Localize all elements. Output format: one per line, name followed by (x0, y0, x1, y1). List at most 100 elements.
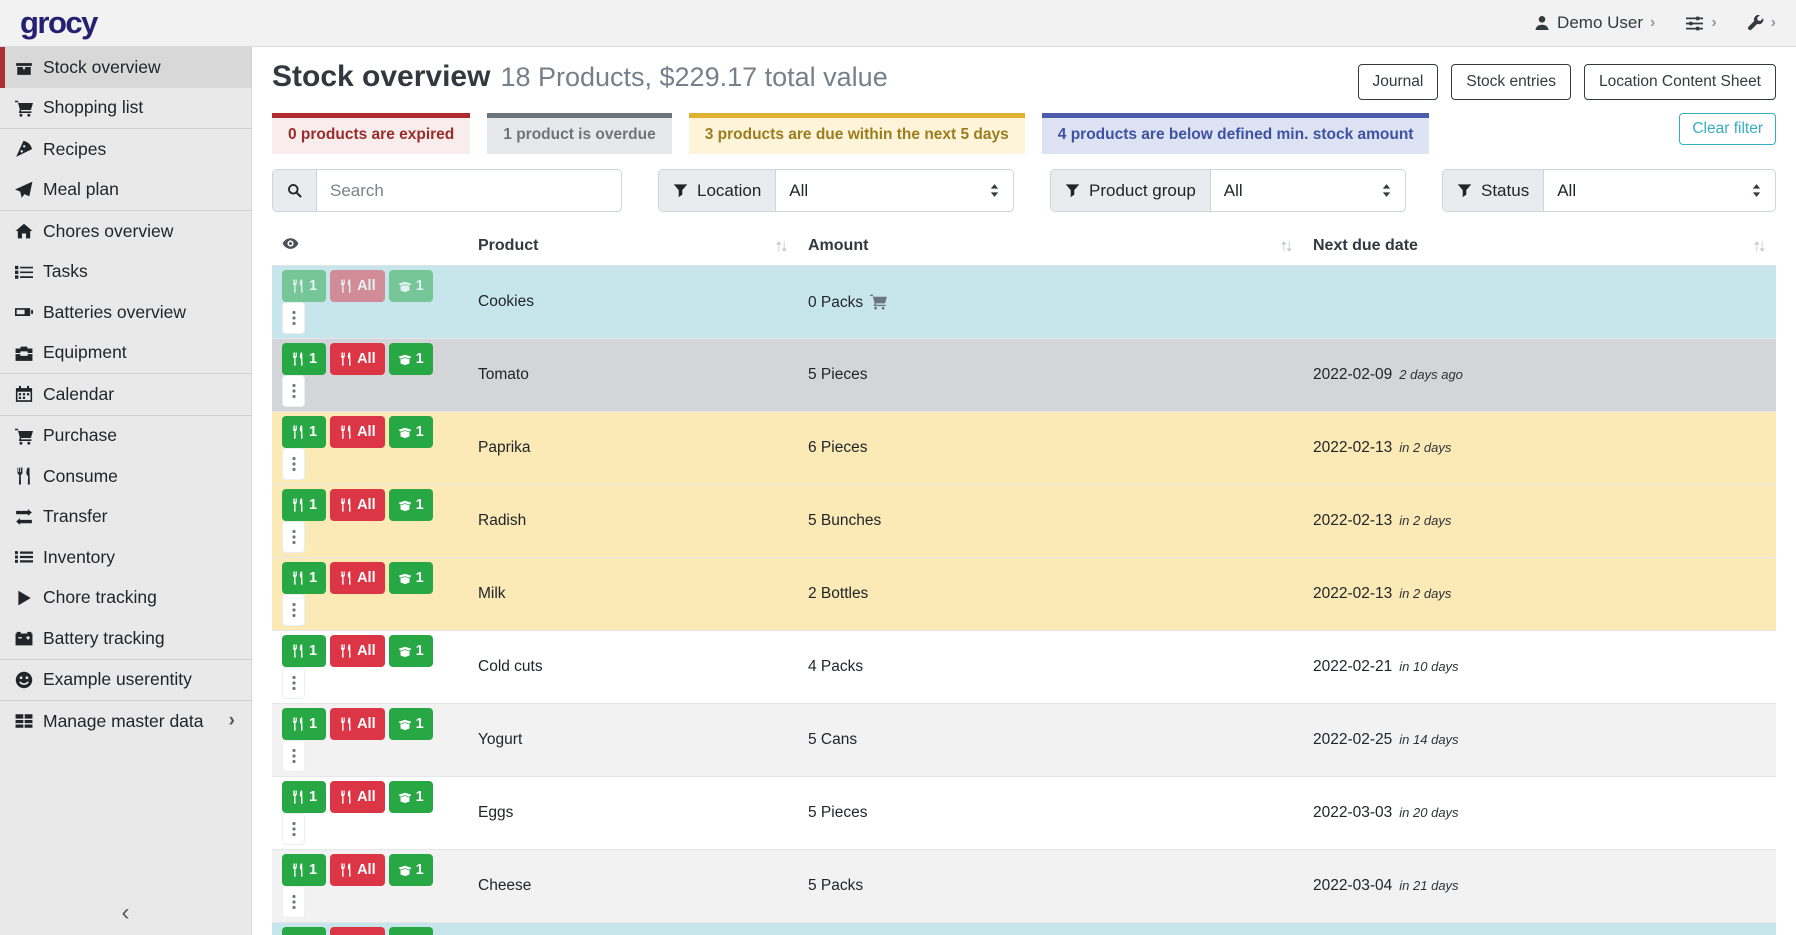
sidebar-item-consume[interactable]: Consume (0, 456, 251, 497)
consume-one-button[interactable]: 1 (282, 270, 327, 302)
open-one-button[interactable]: 1 (388, 854, 433, 886)
consume-all-button[interactable]: All (330, 416, 385, 448)
sidebar-item-chores-overview[interactable]: Chores overview (0, 211, 251, 252)
row-menu-button[interactable] (282, 594, 305, 626)
sidebar-item-transfer[interactable]: Transfer (0, 497, 251, 538)
sidebar-divider (0, 128, 251, 129)
open-one-button[interactable]: 1 (388, 562, 433, 594)
due-date-relative: 2 days ago (1399, 367, 1463, 382)
ellipsis-v-icon (288, 529, 300, 545)
consume-all-button[interactable]: All (330, 708, 385, 740)
settings-menu[interactable]: › (1685, 14, 1717, 32)
consume-all-button[interactable]: All (330, 562, 385, 594)
consume-all-button[interactable]: All (330, 489, 385, 521)
row-menu-button[interactable] (282, 302, 305, 334)
sliders-icon (1685, 15, 1704, 32)
button-label: 1 (415, 497, 424, 513)
sidebar-item-label: Consume (43, 465, 118, 486)
consume-all-button[interactable]: All (330, 635, 385, 667)
consume-one-button[interactable]: 1 (282, 708, 327, 740)
product-header-label: Product (478, 237, 539, 254)
box-open-icon (398, 644, 412, 658)
ellipsis-v-icon (288, 456, 300, 472)
button-label: 1 (415, 570, 424, 586)
consume-one-button[interactable]: 1 (282, 635, 327, 667)
sidebar-item-shopping-list[interactable]: Shopping list (0, 88, 251, 129)
sidebar-item-stock-overview[interactable]: Stock overview (0, 47, 251, 88)
consume-one-button[interactable]: 1 (282, 854, 327, 886)
status-alert[interactable]: 0 products are expired (272, 113, 471, 154)
consume-all-button[interactable]: All (330, 343, 385, 375)
sidebar-item-equipment[interactable]: Equipment (0, 333, 251, 374)
button-label: 1 (309, 570, 318, 586)
status-alert[interactable]: 4 products are below defined min. stock … (1041, 113, 1430, 154)
sidebar-item-calendar[interactable]: Calendar (0, 374, 251, 415)
open-one-button[interactable]: 1 (388, 927, 433, 935)
sidebar-item-purchase[interactable]: Purchase (0, 416, 251, 457)
due-date-relative: in 2 days (1399, 586, 1452, 601)
sidebar-item-tasks[interactable]: Tasks (0, 252, 251, 293)
sidebar-item-recipes[interactable]: Recipes (0, 129, 251, 170)
sidebar-item-inventory[interactable]: Inventory (0, 537, 251, 578)
eye-icon[interactable] (282, 235, 299, 252)
open-one-button[interactable]: 1 (388, 270, 433, 302)
product-column-header[interactable]: Product (468, 227, 798, 266)
sidebar-item-chore-tracking[interactable]: Chore tracking (0, 578, 251, 619)
open-one-button[interactable]: 1 (388, 416, 433, 448)
open-one-button[interactable]: 1 (388, 635, 433, 667)
shopping-cart-icon[interactable] (870, 293, 887, 310)
sidebar-item-battery-tracking[interactable]: Battery tracking (0, 618, 251, 659)
consume-one-button[interactable]: 1 (282, 416, 327, 448)
consume-all-button[interactable]: All (330, 781, 385, 813)
consume-all-button[interactable]: All (330, 927, 385, 935)
admin-menu[interactable]: › (1747, 14, 1776, 32)
filter-icon (1065, 183, 1080, 198)
open-one-button[interactable]: 1 (388, 708, 433, 740)
open-one-button[interactable]: 1 (388, 343, 433, 375)
utensils-icon (291, 425, 305, 439)
status-alert[interactable]: 1 product is overdue (487, 113, 672, 154)
row-menu-button[interactable] (282, 886, 305, 918)
product-name: Radish (478, 512, 527, 529)
location-filter-select[interactable]: All (776, 170, 1013, 211)
consume-all-button[interactable]: All (330, 270, 385, 302)
status-filter-select[interactable]: All (1544, 170, 1775, 211)
open-one-button[interactable]: 1 (388, 781, 433, 813)
row-menu-button[interactable] (282, 375, 305, 407)
search-input[interactable] (317, 170, 621, 211)
row-menu-button[interactable] (282, 813, 305, 845)
sidebar-collapse-button[interactable]: ‹ (121, 899, 130, 926)
consume-all-button[interactable]: All (330, 854, 385, 886)
sidebar-item-label: Manage master data (43, 710, 204, 731)
amount-cell: 1 PackΣ 5 Packs (798, 922, 1303, 935)
row-menu-button[interactable] (282, 448, 305, 480)
clear-filter-button[interactable]: Clear filter (1679, 113, 1776, 145)
journal-button[interactable]: Journal (1357, 64, 1439, 100)
row-menu-button[interactable] (282, 667, 305, 699)
consume-one-button[interactable]: 1 (282, 343, 327, 375)
consume-one-button[interactable]: 1 (282, 489, 327, 521)
status-alert[interactable]: 3 products are due within the next 5 day… (688, 113, 1025, 154)
table-row: 1 All 1 Tomato 5 Pieces 2022-02-09 2 days ago (272, 338, 1776, 412)
consume-one-button[interactable]: 1 (282, 562, 327, 594)
row-menu-button[interactable] (282, 740, 305, 772)
sidebar-item-batteries-overview[interactable]: Batteries overview (0, 292, 251, 333)
stock-table-body: 1 All 1 Cookies 0 Packs 1 All 1 Tomato 5 Pieces 20… (272, 265, 1776, 935)
due-date-value: 2022-03-04 (1313, 877, 1393, 894)
sidebar-item-manage-master-data[interactable]: Manage master data › (0, 701, 251, 742)
consume-one-button[interactable]: 1 (282, 927, 327, 935)
product-group-filter-select[interactable]: All (1211, 170, 1405, 211)
product-name: Cheese (478, 877, 532, 894)
stock-entries-button[interactable]: Stock entries (1451, 64, 1571, 100)
sidebar-item-example-userentity[interactable]: Example userentity (0, 660, 251, 701)
sidebar-divider (0, 210, 251, 211)
row-menu-button[interactable] (282, 521, 305, 553)
open-one-button[interactable]: 1 (388, 489, 433, 521)
due-date-column-header[interactable]: Next due date (1303, 227, 1776, 266)
location-content-sheet-button[interactable]: Location Content Sheet (1583, 64, 1776, 100)
sidebar-item-meal-plan[interactable]: Meal plan (0, 170, 251, 211)
column-visibility-header[interactable] (272, 227, 468, 266)
consume-one-button[interactable]: 1 (282, 781, 327, 813)
user-menu[interactable]: Demo User › (1534, 13, 1655, 33)
amount-column-header[interactable]: Amount (798, 227, 1303, 266)
